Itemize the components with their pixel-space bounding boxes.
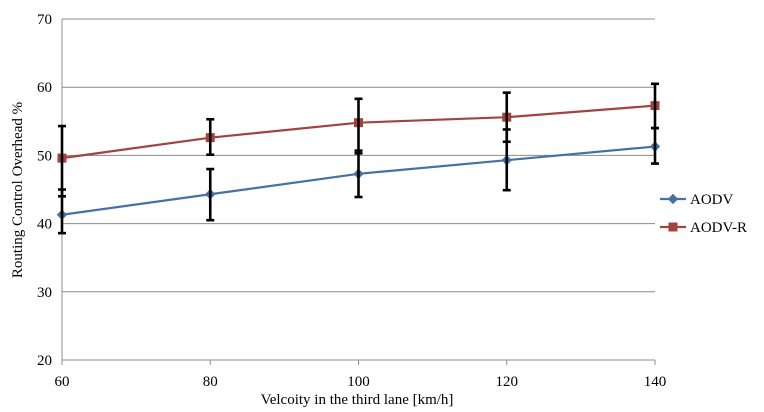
error-bar-aodv-r-100	[354, 97, 363, 155]
legend-marker-aodv-r	[668, 222, 678, 232]
error-bar-aodv-r-120	[502, 91, 511, 144]
x-tick-label-80: 80	[203, 374, 218, 390]
error-bar-aodv-80	[206, 167, 215, 222]
y-tick-label-40: 40	[37, 217, 52, 233]
y-tick-label-70: 70	[37, 12, 52, 28]
error-bar-aodv-r-80	[206, 117, 215, 157]
y-tick-label-60: 60	[37, 80, 52, 96]
legend-item-aodv: AODV	[660, 192, 733, 208]
y-tick-label-20: 20	[37, 353, 52, 369]
legend-label-aodv: AODV	[690, 192, 733, 208]
legend-item-aodv-r: AODV-R	[660, 220, 747, 236]
legend-marker-aodv	[667, 193, 679, 205]
legend-label-aodv-r: AODV-R	[690, 220, 747, 236]
x-tick-label-120: 120	[496, 374, 519, 390]
x-tick-labels: 60 80 100 120 140	[55, 374, 667, 390]
x-tick-label-60: 60	[55, 374, 70, 390]
error-bars	[58, 82, 659, 235]
x-axis-title: Velcoity in the third lane [km/h]	[261, 392, 454, 408]
legend: AODV AODV-R	[660, 192, 747, 236]
x-tick-label-140: 140	[644, 374, 667, 390]
x-tick-label-100: 100	[347, 374, 370, 390]
error-bar-aodv-r-60	[58, 124, 66, 198]
error-bar-aodv-r-140	[651, 82, 659, 130]
y-tick-label-50: 50	[37, 148, 52, 164]
y-axis-title: Routing Control Overhead %	[10, 102, 26, 278]
y-tick-label-30: 30	[37, 285, 52, 301]
y-tick-labels: 20 30 40 50 60 70	[37, 12, 52, 369]
